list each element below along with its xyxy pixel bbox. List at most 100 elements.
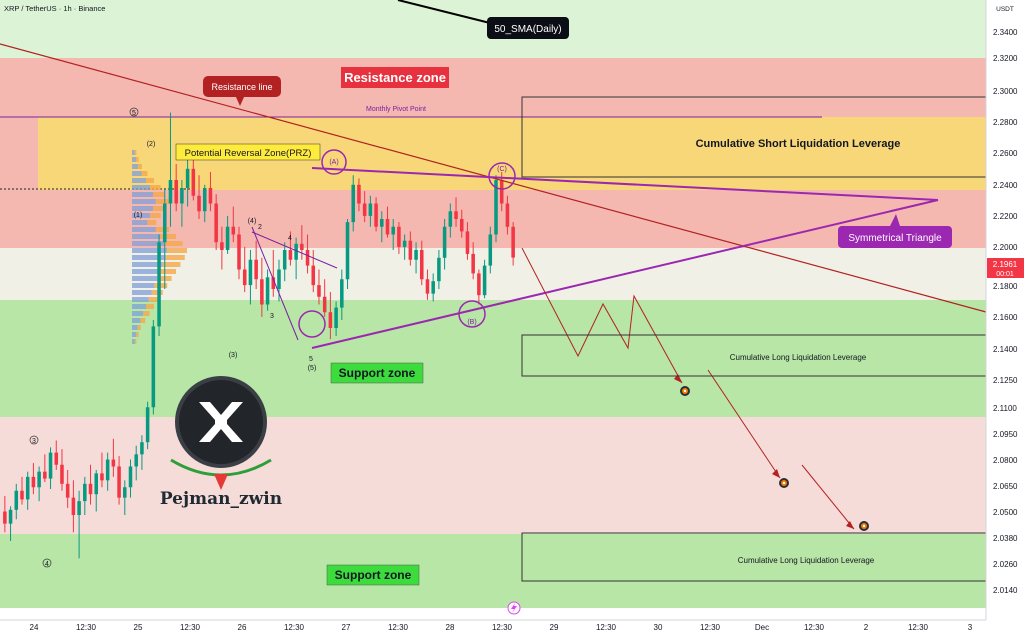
lightning-icon[interactable] <box>507 601 521 615</box>
currency-label: USDT <box>996 6 1014 13</box>
wave-label-4: (4) <box>248 218 257 225</box>
resistance-line-label: Resistance line <box>211 82 272 92</box>
volume-bar <box>137 325 141 330</box>
candle <box>8 506 13 541</box>
volume-bar <box>160 234 176 239</box>
candle <box>43 454 47 483</box>
light-red-band <box>0 417 986 534</box>
candle <box>3 495 7 533</box>
candle <box>77 490 81 559</box>
volume-bar <box>140 318 146 323</box>
wave-lines-2 <box>251 231 338 269</box>
y-tick-label: 2.2800 <box>993 118 1018 127</box>
volume-bar <box>160 269 176 274</box>
author-label: Pejman_zwin <box>160 489 282 509</box>
arrow-head-3 <box>846 521 854 529</box>
resistance-zone-label-box <box>341 67 449 88</box>
projected-arrow-2 <box>707 369 781 479</box>
candle <box>340 269 344 320</box>
volume-bar <box>150 213 161 218</box>
price-timer: 00:01 <box>996 271 1014 278</box>
triangle-upper-line[interactable] <box>311 167 939 201</box>
x-tick-label: 12:30 <box>388 623 409 632</box>
target-icon-1 <box>680 386 690 396</box>
price-axis[interactable]: USDT 2.3400 2.3200 2.3000 2.2800 2.2600 2.240… <box>985 0 1024 636</box>
x-tick-label: 12:30 <box>596 623 617 632</box>
triangle-lower-line[interactable] <box>311 199 939 349</box>
candle <box>322 279 327 317</box>
volume-bar <box>132 213 151 218</box>
y-tick-label: 2.2400 <box>993 181 1018 190</box>
candle <box>305 234 310 274</box>
wave-labels: 5 (2) (1) (3) (4) (5) 2 3 4 5 (A) (B) (C… <box>29 107 507 568</box>
x-tick-label: 12:30 <box>804 623 825 632</box>
cum-long-label-2: Cumulative Long Liquidation Leverage <box>738 556 875 565</box>
volume-bar <box>132 325 138 330</box>
candle <box>448 203 453 238</box>
candle <box>265 269 270 311</box>
candle <box>345 219 350 289</box>
volume-bar <box>132 304 146 309</box>
candle <box>351 175 356 232</box>
candle <box>105 452 110 491</box>
y-tick-label: 2.2200 <box>993 212 1018 221</box>
volume-bar <box>146 304 154 309</box>
candle <box>397 222 401 254</box>
candle <box>94 469 99 512</box>
wave-label-3: (3) <box>229 352 238 359</box>
volume-bar <box>132 297 149 302</box>
y-tick-label: 2.3400 <box>993 28 1018 37</box>
wave-lines <box>251 226 299 341</box>
candle <box>140 435 144 470</box>
volume-bar <box>147 220 157 225</box>
x-tick-label: 12:30 <box>700 623 721 632</box>
volume-bar <box>167 248 187 253</box>
wave-circle-3: 3 <box>32 438 36 445</box>
volume-bar <box>136 157 139 162</box>
volume-bar <box>132 262 163 267</box>
volume-bar <box>132 227 156 232</box>
candle <box>459 209 464 238</box>
volume-bar <box>132 171 142 176</box>
candle <box>117 456 121 505</box>
volume-bar <box>132 185 151 190</box>
y-tick-label: 2.0500 <box>993 508 1018 517</box>
candle <box>311 250 316 293</box>
volume-bar <box>132 318 141 323</box>
wave-5-circle <box>298 310 326 338</box>
volume-bar <box>132 192 153 197</box>
sym-triangle-label-box <box>838 226 952 248</box>
sma-label-box <box>487 17 569 39</box>
volume-bar <box>132 339 135 344</box>
support-zone-band-1 <box>0 300 986 417</box>
volume-bar <box>164 241 183 246</box>
candle <box>60 449 64 491</box>
candle <box>368 195 373 227</box>
y-tick-label: 2.1600 <box>993 313 1018 322</box>
time-axis[interactable]: 24 12:30 25 12:30 26 12:30 27 12:30 28 12:30 29 12:… <box>0 619 1024 636</box>
x-tick-label: 24 <box>30 623 39 632</box>
candle <box>123 480 127 515</box>
candle <box>300 225 304 260</box>
candle <box>385 206 390 238</box>
last-price-tag: 2.1961 00:01 <box>987 258 1024 278</box>
sma-line <box>397 0 495 25</box>
wave-b-circle <box>458 300 486 328</box>
candle <box>220 226 224 270</box>
wave-sub-3: 3 <box>270 313 274 320</box>
volume-bar <box>153 206 165 211</box>
candle <box>134 445 138 481</box>
sym-triangle-label-pointer <box>890 214 900 226</box>
candle <box>471 242 475 280</box>
target-icon-3 <box>859 521 869 531</box>
y-tick-label: 2.1250 <box>993 376 1018 385</box>
x-tick-label: 27 <box>342 623 351 632</box>
candle <box>65 469 70 509</box>
volume-bar <box>132 199 156 204</box>
candle <box>242 246 247 293</box>
candle <box>357 178 361 212</box>
wave-sub-4: 4 <box>288 235 292 242</box>
candle <box>260 257 264 317</box>
candle <box>482 259 487 299</box>
